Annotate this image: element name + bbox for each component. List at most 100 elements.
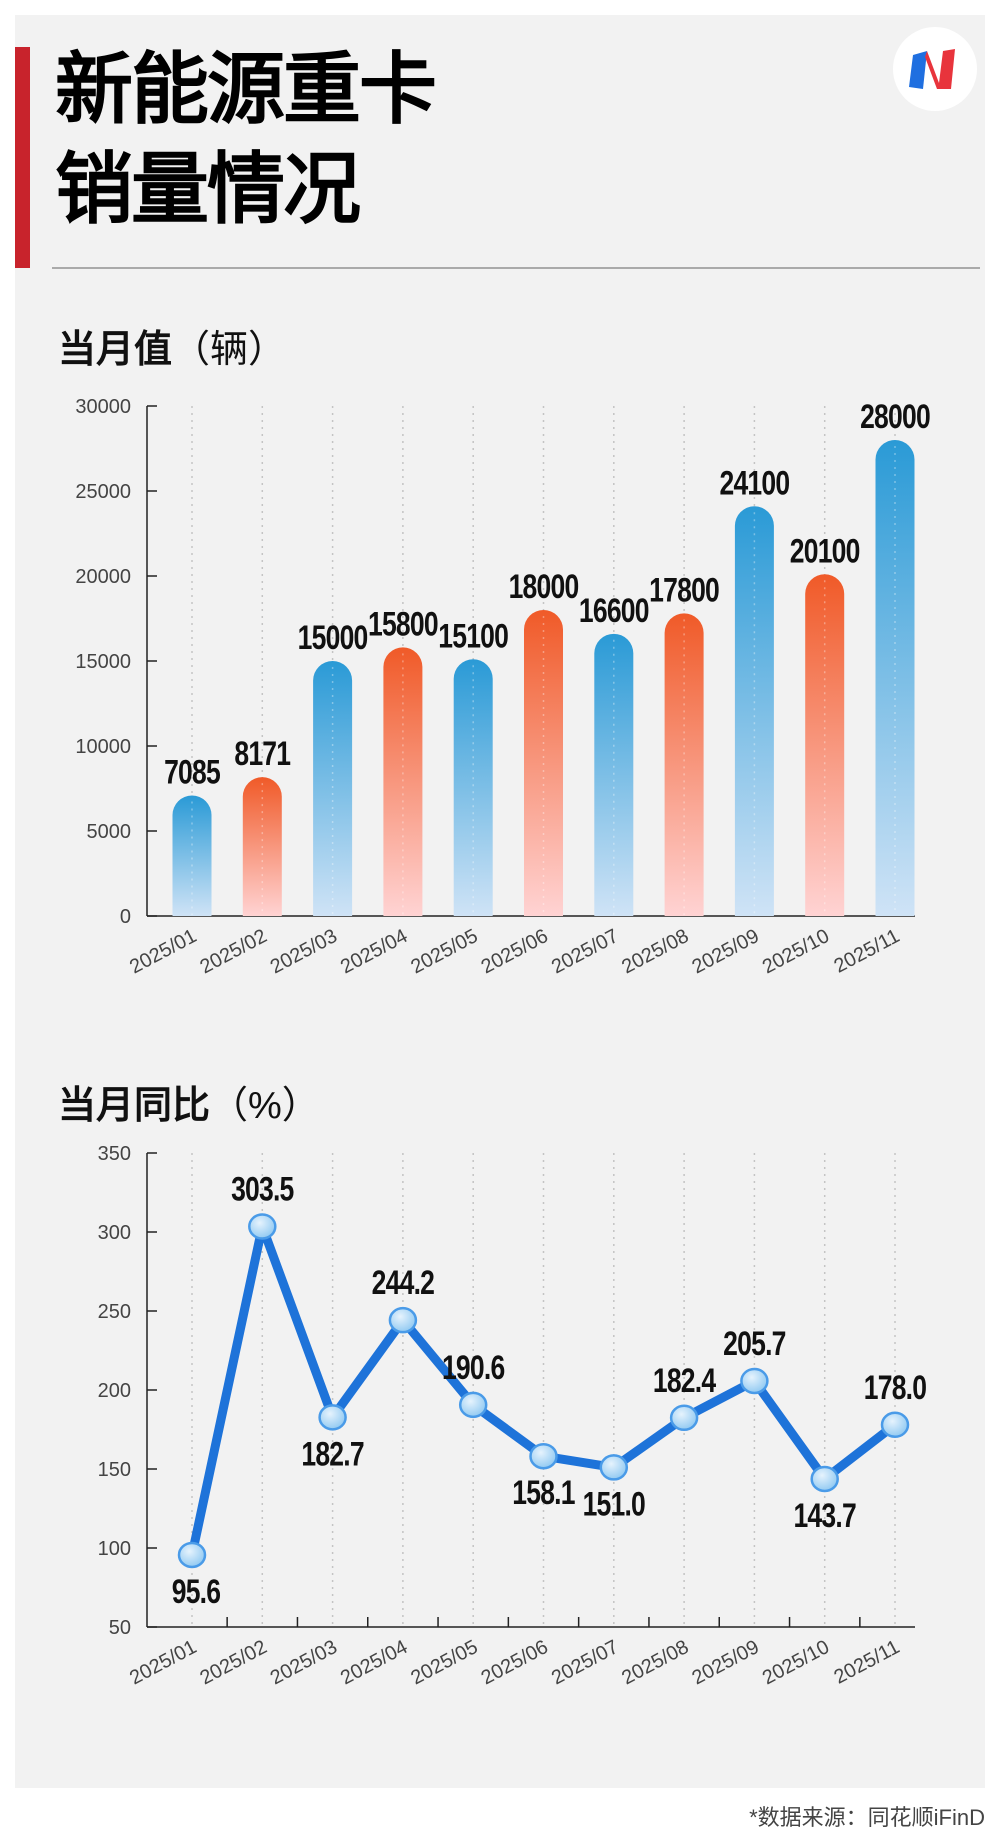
bar-data-label-group: 16600 [579,592,650,630]
bar [734,506,774,916]
bar-data-label-group: 8171 [234,735,291,773]
line-point [177,1541,207,1569]
bar-y-tick-label: 0 [120,906,131,928]
line-x-tick-label: 2025/02 [196,1636,270,1689]
line-data-label: 151.0 [583,1485,645,1523]
line-data-label: 95.6 [172,1573,220,1611]
bar-data-label: 7085 [164,753,221,791]
bar-chart-unit: （辆） [172,329,287,371]
bar-x-tick-label: 2025/05 [407,925,481,978]
bar-y-tick-label: 30000 [75,396,131,418]
line-data-label-group: 244.2 [372,1264,435,1302]
bar [242,777,282,916]
bar-x-tick-label: 2025/06 [478,925,552,978]
bar [664,613,704,916]
line-data-label: 244.2 [372,1264,434,1302]
line-x-tick-label: 2025/04 [337,1636,411,1689]
bar-y-tick-label: 20000 [75,566,131,588]
line-y-tick-label: 200 [98,1380,131,1402]
line-data-label-group: 151.0 [583,1485,646,1523]
bar-data-label: 16600 [579,592,649,630]
line-data-label: 182.7 [301,1435,363,1473]
line-chart-title-text: 当月同比 [58,1085,211,1127]
bar-data-label-group: 15000 [298,619,369,657]
bar-data-label: 15100 [438,617,508,655]
line-data-label: 178.0 [864,1369,926,1407]
bar-x-tick-label: 2025/03 [267,925,341,978]
line-point [669,1404,699,1432]
accent-bar [15,47,30,268]
bar-data-label: 8171 [234,735,291,773]
line-point [248,1213,277,1240]
line-x-tick-label: 2025/11 [830,1636,903,1689]
bar-data-label-group: 28000 [860,398,931,436]
bar [524,610,563,916]
bar-x-tick-label: 2025/11 [830,925,903,978]
bar [383,647,423,916]
line-y-tick-label: 250 [98,1301,131,1323]
line-point [318,1404,347,1431]
divider [52,267,980,269]
line-data-label-group: 182.7 [301,1435,364,1473]
line-data-label-group: 205.7 [723,1325,786,1363]
line-point [740,1367,769,1395]
bar-x-tick-label: 2025/10 [759,925,833,978]
line-point [458,1391,488,1419]
bar-x-tick-label: 2025/02 [196,925,270,978]
line-data-label: 182.4 [653,1362,716,1400]
bar-x-tick-label: 2025/09 [689,925,763,978]
line-data-label: 143.7 [793,1497,855,1535]
bar-data-label: 28000 [860,398,930,436]
line-x-tick-label: 2025/07 [548,1636,622,1689]
line-x-tick-label: 2025/09 [689,1636,763,1689]
line-x-tick-label: 2025/03 [267,1636,341,1689]
bar-y-tick-label: 10000 [75,736,131,758]
bar-chart-title: 当月值（辆） [58,318,286,373]
line-y-tick-label: 50 [109,1617,131,1639]
line-point [388,1306,418,1334]
line-chart-unit: （%） [210,1085,320,1127]
bar-data-label-group: 17800 [649,571,720,609]
bar-data-label-group: 7085 [164,753,221,791]
line-data-label: 158.1 [512,1474,575,1512]
bar-x-tick-label: 2025/08 [618,925,692,978]
bar-chart-title-text: 当月值 [58,329,173,371]
line-data-label: 303.5 [231,1170,294,1208]
line-point [599,1454,629,1481]
line-x-tick-label: 2025/01 [126,1636,200,1689]
line-y-tick-label: 100 [98,1538,131,1560]
bar-y-tick-label: 5000 [87,821,132,843]
bar-data-label-group: 18000 [509,568,580,606]
bar-data-label: 18000 [509,568,579,606]
bar-x-tick-label: 2025/07 [548,925,622,978]
line-data-label-group: 190.6 [442,1349,505,1387]
line-data-label: 205.7 [723,1325,785,1363]
bar-data-label-group: 15100 [438,617,509,655]
bar-data-label-group: 15800 [368,605,439,643]
bar [313,661,353,916]
bar-x-tick-label: 2025/04 [337,925,411,978]
bar [875,440,915,916]
bar [594,633,634,916]
brand-logo-icon [893,27,977,111]
line-point [529,1442,558,1470]
data-source: *数据来源：同花顺iFinD [749,1805,985,1830]
line-x-tick-label: 2025/10 [759,1636,833,1689]
bar-data-label: 20100 [790,532,860,570]
bar-data-label: 17800 [649,571,719,609]
bar [453,659,493,916]
bar [805,574,845,916]
line-data-label-group: 182.4 [653,1362,717,1400]
line-x-tick-label: 2025/06 [478,1636,552,1689]
bar-data-label: 15000 [298,619,368,657]
bar-y-tick-label: 25000 [75,481,131,503]
line-x-tick-label: 2025/05 [407,1636,481,1689]
bar-data-label: 15800 [368,605,438,643]
line-y-tick-label: 350 [98,1143,131,1165]
bar [172,795,212,916]
line-point [880,1411,910,1439]
title-line-1: 新能源重卡 [55,45,437,133]
line-point [810,1465,839,1493]
bar-data-label: 24100 [719,464,789,502]
